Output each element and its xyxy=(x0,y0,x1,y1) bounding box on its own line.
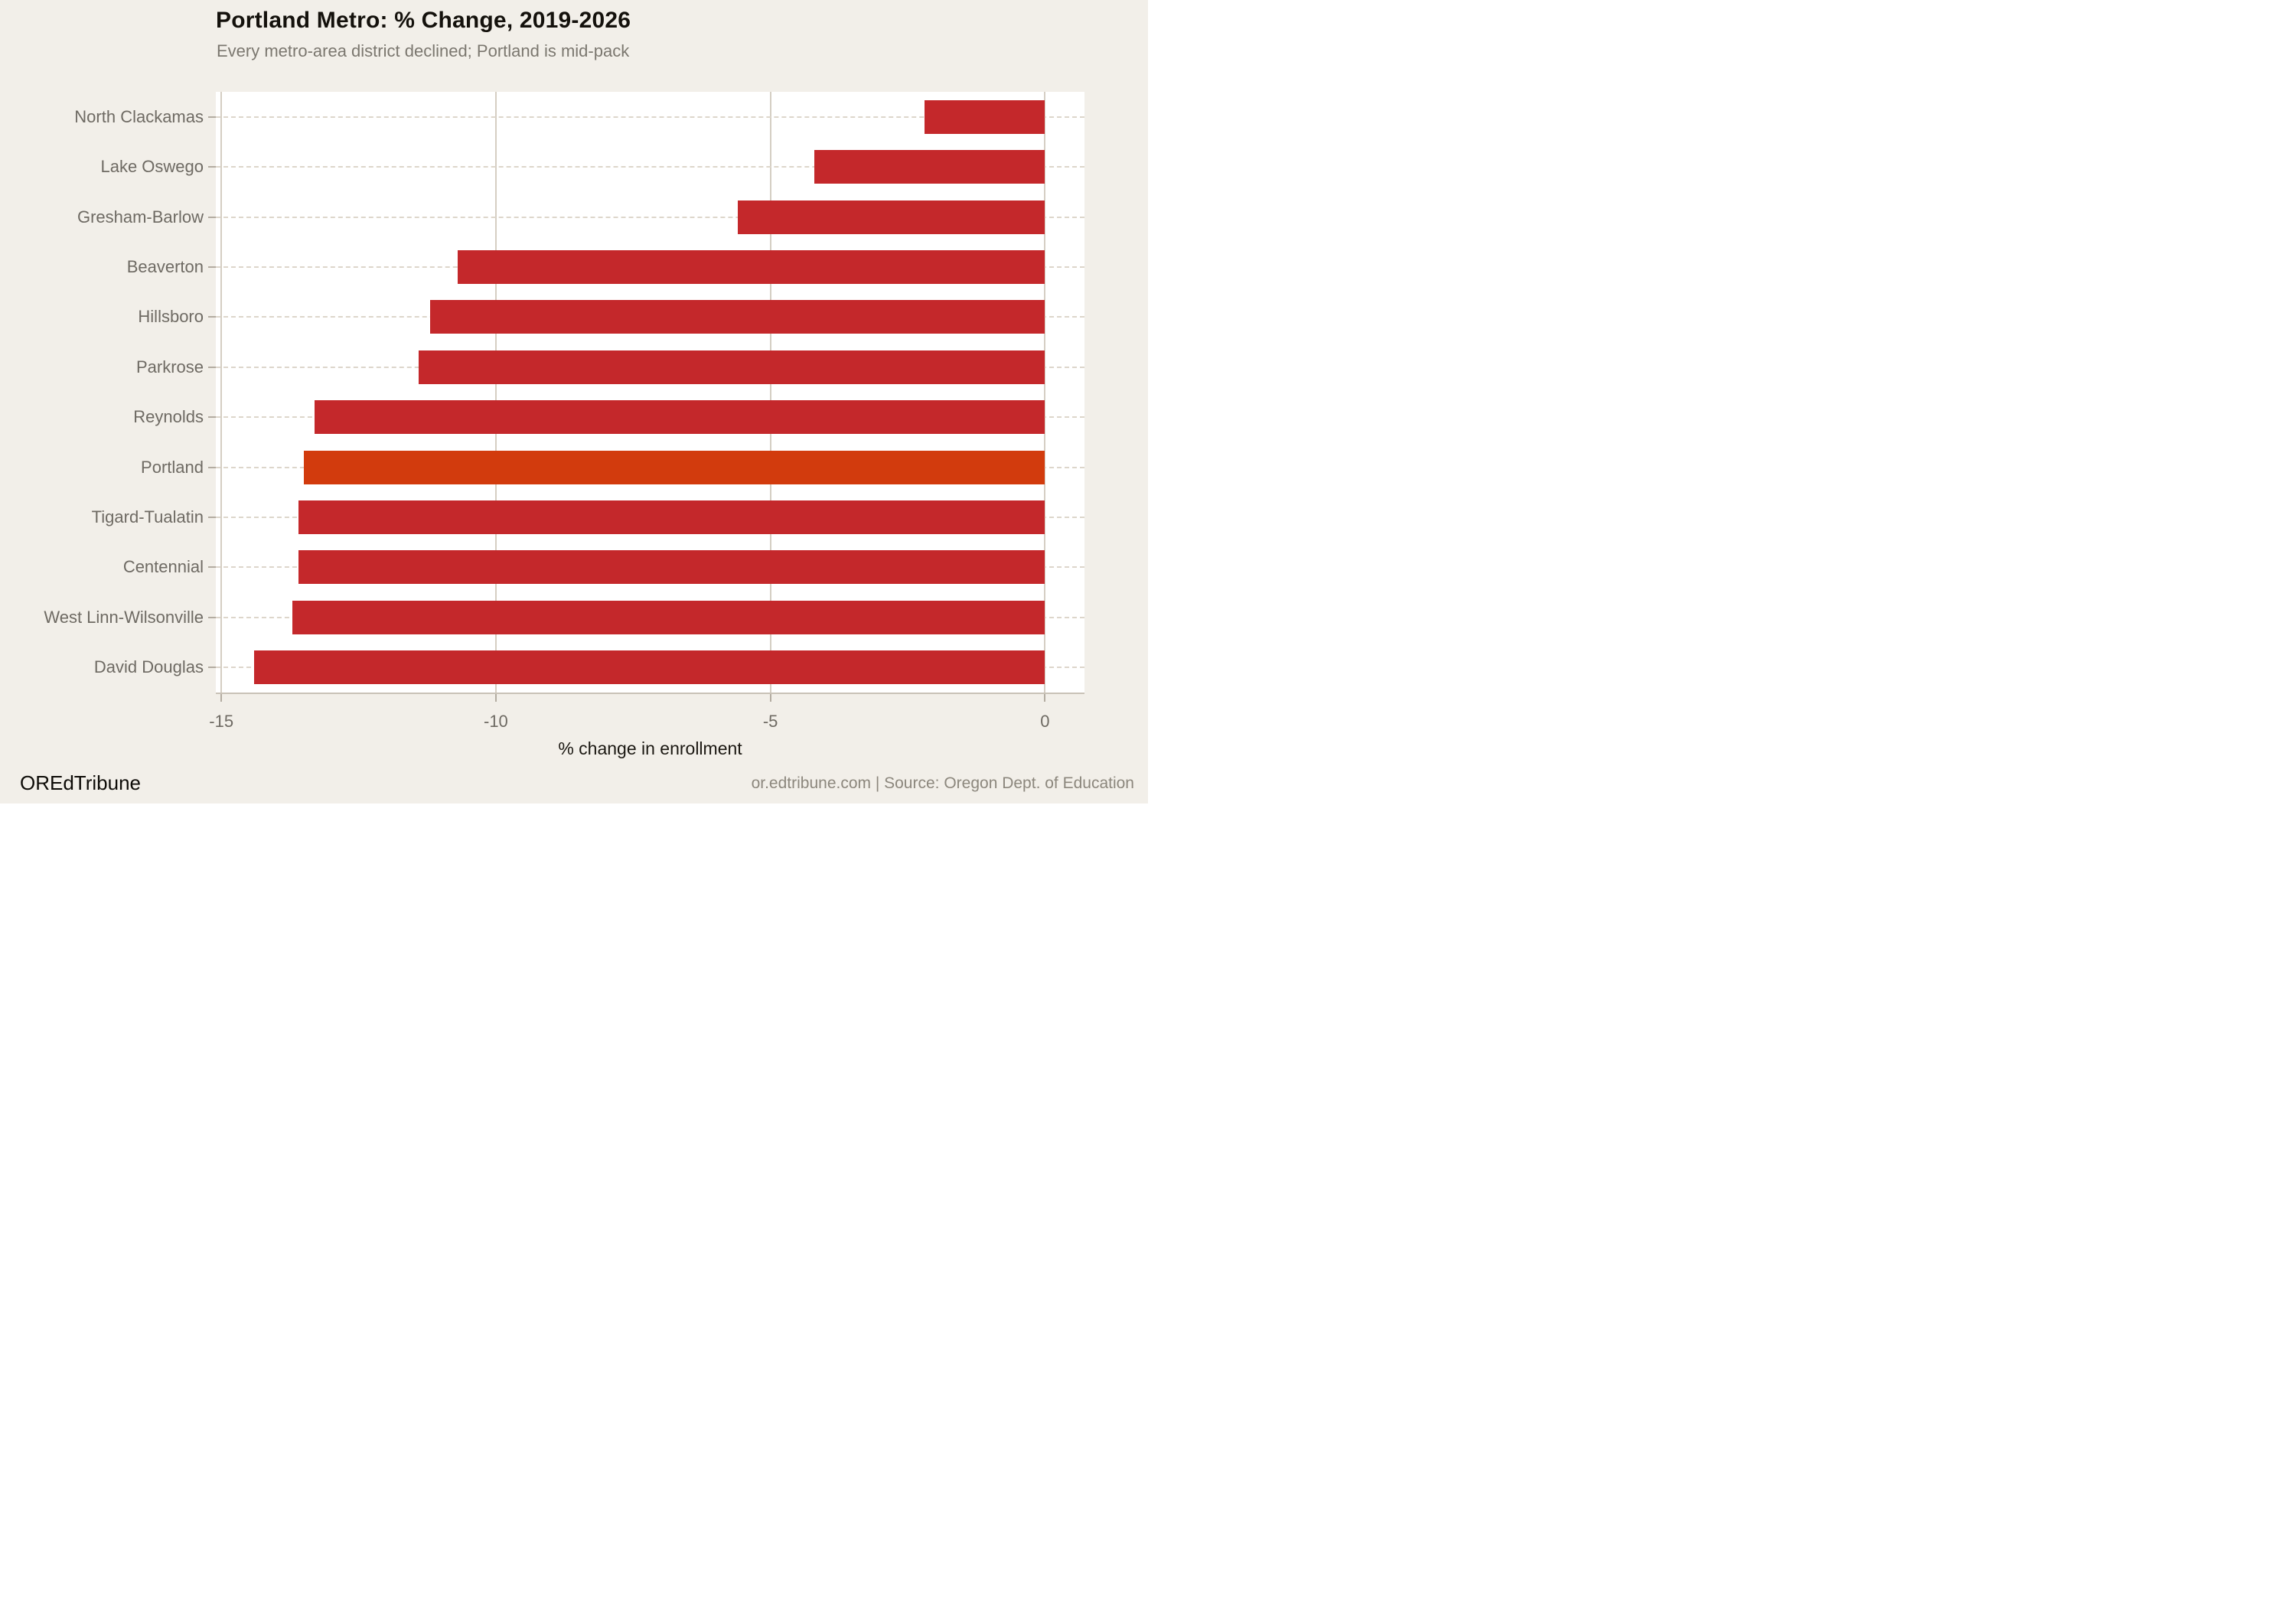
bar-gresham-barlow xyxy=(737,200,1045,234)
row-leader-line xyxy=(216,166,1084,168)
footer-attribution: or.edtribune.com | Source: Oregon Dept. … xyxy=(751,774,1134,792)
bar-beaverton xyxy=(457,249,1045,284)
y-tick-mark xyxy=(208,316,216,318)
y-axis-label-parkrose: Parkrose xyxy=(135,357,204,376)
y-axis-label-gresham-barlow: Gresham-Barlow xyxy=(77,207,204,227)
y-tick-mark xyxy=(208,166,216,168)
y-axis-label-portland: Portland xyxy=(141,457,204,477)
y-axis-label-west-linn-wilsonville: West Linn-Wilsonville xyxy=(44,607,204,627)
gridline-x--10 xyxy=(494,92,497,693)
x-tick-label: -5 xyxy=(762,712,778,731)
row-leader-line xyxy=(216,116,1084,118)
bar-portland xyxy=(303,450,1045,484)
bar-hillsboro xyxy=(429,300,1045,334)
y-axis-label-centennial: Centennial xyxy=(122,557,204,577)
gridline-x--15 xyxy=(220,92,223,693)
y-tick-mark xyxy=(208,116,216,118)
bar-lake-oswego xyxy=(814,150,1045,184)
chart-canvas: Portland Metro: % Change, 2019-2026 Ever… xyxy=(0,0,1148,804)
x-tick-label: -15 xyxy=(209,712,234,731)
y-axis-label-lake-oswego: Lake Oswego xyxy=(100,157,204,177)
y-tick-mark xyxy=(208,517,216,519)
x-axis-title: % change in enrollment xyxy=(558,738,742,758)
chart-subtitle: Every metro-area district declined; Port… xyxy=(217,41,630,60)
y-axis-label-beaverton: Beaverton xyxy=(126,256,204,276)
gridline-x--5 xyxy=(769,92,771,693)
x-tick-mark xyxy=(220,694,223,702)
gridline-x-0 xyxy=(1044,92,1046,693)
y-tick-mark xyxy=(208,416,216,419)
y-tick-mark xyxy=(208,566,216,569)
bar-north-clackamas xyxy=(924,99,1045,134)
y-tick-mark xyxy=(208,216,216,218)
y-tick-mark xyxy=(208,616,216,618)
row-leader-line xyxy=(216,216,1084,218)
y-axis-label-north-clackamas: North Clackamas xyxy=(74,106,204,126)
y-tick-mark xyxy=(208,466,216,468)
x-axis-line xyxy=(216,693,1084,694)
bar-west-linn-wilsonville xyxy=(292,600,1045,634)
y-axis-label-tigard-tualatin: Tigard-Tualatin xyxy=(91,507,204,527)
y-axis-label-hillsboro: Hillsboro xyxy=(138,307,204,327)
plot-area xyxy=(216,92,1084,693)
y-axis-label-david-douglas: David Douglas xyxy=(93,657,204,677)
x-tick-label: 0 xyxy=(1040,712,1050,731)
chart-title: Portland Metro: % Change, 2019-2026 xyxy=(216,8,631,33)
footer-brand: OREdTribune xyxy=(20,771,141,794)
bar-david-douglas xyxy=(254,650,1045,685)
bar-centennial xyxy=(298,550,1045,585)
y-axis-label-reynolds: Reynolds xyxy=(133,407,204,427)
x-tick-mark xyxy=(494,694,497,702)
y-tick-mark xyxy=(208,667,216,669)
x-tick-mark xyxy=(1044,694,1046,702)
bar-parkrose xyxy=(419,350,1045,384)
y-tick-mark xyxy=(208,366,216,368)
bar-reynolds xyxy=(315,400,1045,435)
y-tick-mark xyxy=(208,266,216,268)
bar-tigard-tualatin xyxy=(298,500,1045,535)
x-tick-label: -10 xyxy=(483,712,508,731)
x-tick-mark xyxy=(769,694,771,702)
